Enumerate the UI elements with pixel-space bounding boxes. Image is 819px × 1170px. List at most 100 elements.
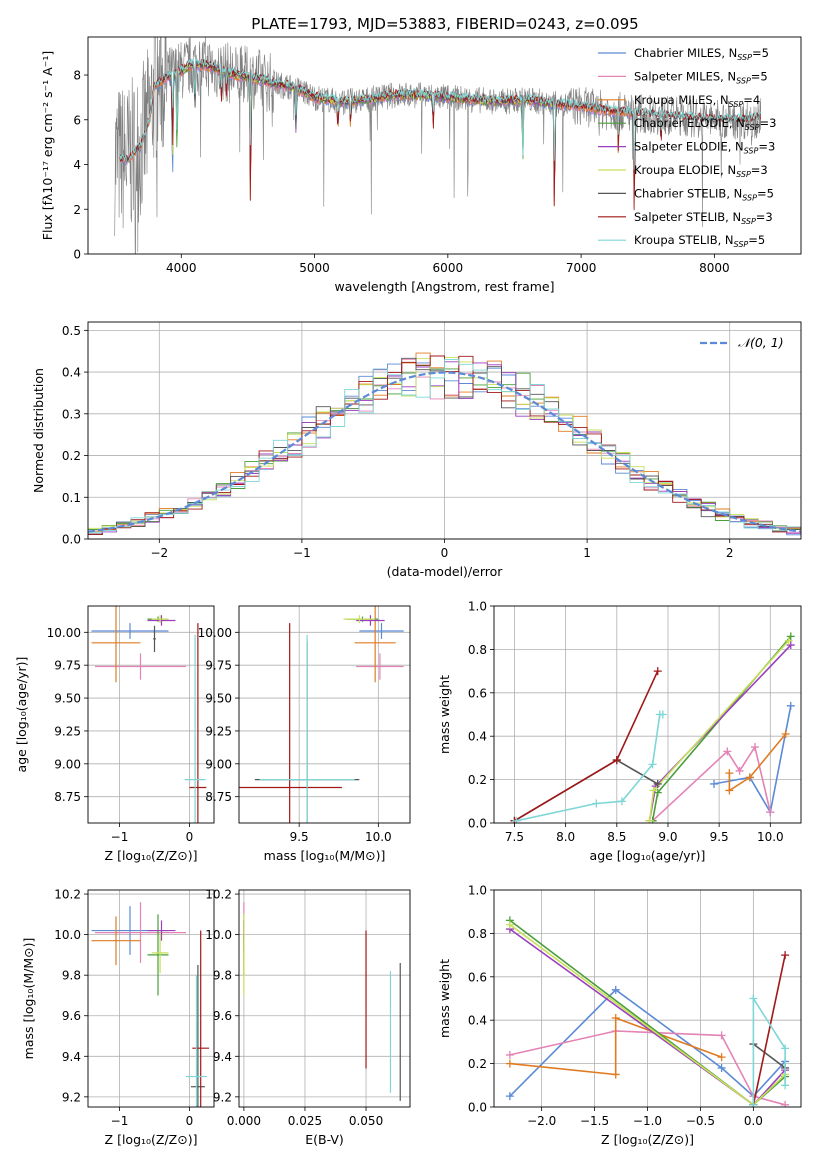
errorbar-salpeter-miles (356, 653, 404, 680)
y-tick-label: 0.8 (468, 643, 487, 657)
errorbar-salpeter-elodie (147, 920, 176, 941)
series-kroupa-stelib (749, 994, 790, 1107)
series-marker (766, 808, 775, 817)
series-marker (750, 743, 759, 752)
series-salpeter-miles (648, 743, 775, 823)
series-marker (786, 701, 795, 710)
x-tick-label: 7.5 (505, 830, 524, 844)
y-tick-label: 9.50 (205, 692, 232, 706)
series-marker (735, 766, 744, 775)
panel-mass-vs-EBV: 0.000 0.025 0.050 9.2 9.4 9.6 9.8 10.0 10.2 E(B-V… (205, 888, 411, 1147)
series-marker (717, 1053, 726, 1062)
y-tick-label: 0.0 (468, 817, 487, 831)
x-tick-label: 10.0 (757, 830, 784, 844)
errorbar-salpeter-stelib (239, 623, 342, 823)
y-tick-label: 9.50 (54, 692, 81, 706)
series-marker (653, 779, 662, 788)
series-marker (710, 779, 719, 788)
y-tick-label: 4 (73, 158, 81, 172)
y-tick-label: 9.00 (54, 757, 81, 771)
y-tick-label: 9.75 (205, 659, 232, 673)
panel-spectrum: 4000 5000 6000 7000 8000 0 2 4 6 8 wavelength [Ang… (40, 36, 802, 294)
y-tick-label: 0.6 (468, 686, 487, 700)
series-marker (505, 1092, 514, 1101)
y-axis-label: mass weight (437, 959, 452, 1038)
series-marker (645, 816, 654, 823)
legend-entry: 𝒩(0, 1) (738, 335, 784, 350)
legend-entry: Kroupa STELIB, NSSP=5 (634, 233, 765, 249)
series-line (728, 733, 787, 792)
x-tick-label: 10.0 (365, 830, 392, 844)
x-tick-label: −1 (293, 546, 311, 560)
y-tick-label: 0.2 (62, 449, 81, 463)
x-axis-label: mass [log₁₀(M/M⊙)] (264, 848, 386, 863)
y-tick-label: 9.2 (62, 1090, 81, 1104)
series-marker (611, 1070, 620, 1079)
series-marker (725, 786, 734, 795)
series-line (752, 1043, 786, 1069)
y-tick-label: 0.8 (468, 927, 487, 941)
y-tick-label: 9.8 (62, 969, 81, 983)
errorbar-chabrier-stelib (153, 625, 156, 653)
plot-area (114, 37, 762, 254)
x-tick-label: 0 (186, 1114, 194, 1128)
series-line (514, 670, 659, 822)
series-marker (653, 667, 662, 676)
axes-frame (87, 36, 802, 255)
series-marker (717, 1063, 726, 1072)
errorbar-kroupa-elodie (151, 932, 169, 974)
panel-mass-weight-vs-Z: −2.0 −1.5 −1.0 −0.5 0.0 0.0 0.2 0.4 0.6 0.8 1.0 Z [… (437, 884, 802, 1147)
y-tick-label: 0.5 (62, 324, 81, 338)
legend-entry: Chabrier STELIB, NSSP=5 (634, 186, 774, 202)
errorbar-salpeter-elodie (356, 615, 385, 626)
y-tick-label: 9.25 (205, 724, 232, 738)
x-tick-label: −1.5 (580, 1114, 609, 1128)
series-line (752, 954, 786, 1105)
y-tick-label: 9.8 (213, 969, 232, 983)
panel-mass-weight-vs-age: 7.5 8.0 8.5 9.0 9.5 10.0 0.0 0.2 0.4 0.6 0.8 1.0 age… (437, 600, 802, 863)
series-line (752, 995, 786, 1105)
x-tick-label: 9.5 (710, 830, 729, 844)
x-tick-label: 0.0 (744, 1114, 763, 1128)
series-kroupa-elodie (645, 636, 793, 823)
y-tick-label: 0.2 (468, 1057, 487, 1071)
plot-area (243, 902, 401, 1101)
errorbar-kroupa-stelib (186, 975, 207, 1107)
x-tick-label: 5000 (299, 261, 330, 275)
series-line (516, 713, 663, 822)
normal-curve (88, 371, 801, 533)
errorbar-kroupa-miles (91, 606, 141, 683)
figure-title: PLATE=1793, MJD=53883, FIBERID=0243, z=0… (251, 15, 638, 33)
y-tick-label: 9.75 (54, 659, 81, 673)
y-axis-label: mass [log₁₀(M/M⊙)] (21, 938, 36, 1060)
series-marker (781, 1100, 790, 1107)
axes-frame (87, 605, 215, 824)
y-axis-label: mass weight (437, 675, 452, 754)
legend-entry: Salpeter ELODIE, NSSP=3 (634, 140, 775, 156)
x-tick-label: 2 (726, 546, 734, 560)
x-tick-label: −2.0 (527, 1114, 556, 1128)
x-tick-label: −0.5 (686, 1114, 715, 1128)
y-tick-label: 0.0 (62, 533, 81, 547)
series-salpeter-stelib (510, 667, 662, 823)
x-axis-label: Z [log₁₀(Z/Z⊙)] (105, 848, 198, 863)
x-tick-label: 0 (186, 830, 194, 844)
errorbar-salpeter-miles (95, 902, 186, 964)
y-tick-label: 0.3 (62, 407, 81, 421)
y-axis-label: Flux [fλ10⁻¹⁷ erg cm⁻² s⁻¹ A⁻¹] (40, 51, 55, 240)
axes-frame (238, 889, 411, 1108)
x-axis-label: (data-model)/error (387, 564, 504, 579)
legend-entry: Chabrier ELODIE, NSSP=3 (634, 116, 776, 132)
y-tick-label: 10.2 (205, 888, 232, 902)
series-marker (781, 1044, 790, 1053)
x-tick-label: 4000 (166, 261, 197, 275)
series-marker (781, 951, 790, 960)
axes-frame (87, 321, 802, 540)
y-tick-label: 1.0 (468, 884, 487, 898)
panel-mass-vs-Z: −1 0 9.2 9.4 9.6 9.8 10.0 10.2 Z [log₁₀(Z/Z⊙)] ma… (21, 888, 215, 1147)
plot-area (91, 606, 207, 823)
series-marker (749, 1100, 758, 1107)
x-tick-label: 0.025 (288, 1114, 322, 1128)
x-tick-label: −1 (111, 830, 129, 844)
